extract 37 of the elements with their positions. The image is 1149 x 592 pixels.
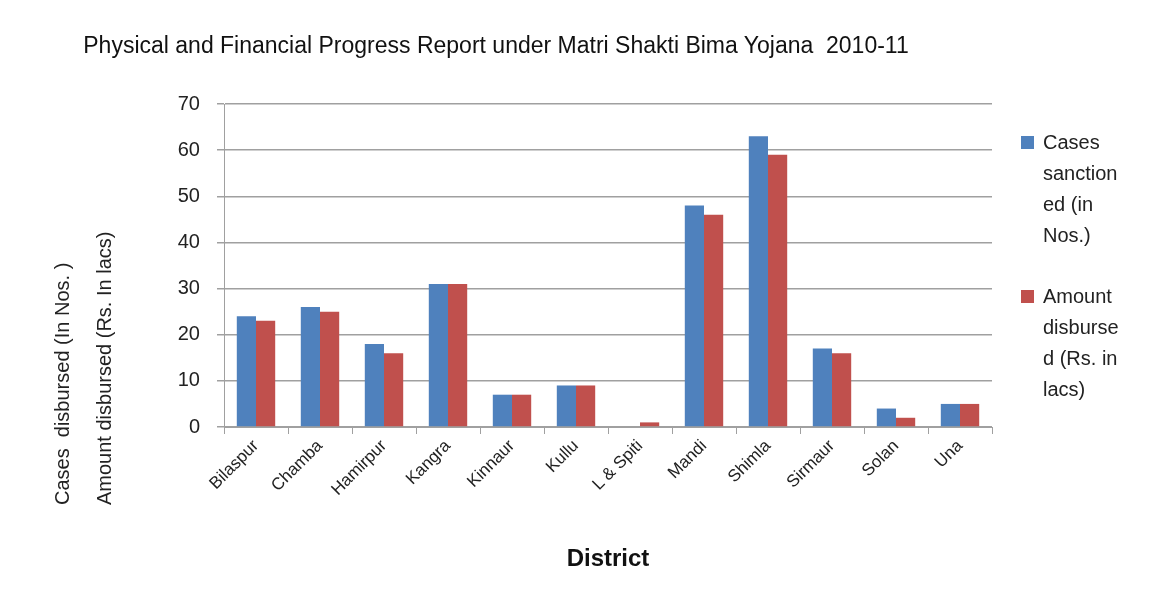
x-tick-label: Una (930, 435, 967, 472)
bar (812, 348, 832, 427)
bar (876, 408, 896, 427)
bar (704, 214, 724, 427)
y-tick-label: 50 (177, 183, 200, 206)
y-tick-label: 10 (177, 368, 200, 391)
bar (448, 283, 468, 427)
bar (384, 353, 404, 427)
y-tick-label: 40 (177, 229, 200, 252)
bar (640, 422, 660, 427)
bar (300, 307, 320, 427)
bar (428, 283, 448, 427)
bar (492, 394, 512, 427)
bar (576, 385, 596, 427)
bar (684, 205, 704, 427)
bar (512, 394, 532, 427)
bar (832, 353, 852, 427)
legend-label: Cases sanctioned (in Nos.) (1043, 130, 1119, 248)
bar (320, 311, 340, 427)
bar (556, 385, 576, 427)
x-axis-title: District (566, 544, 650, 572)
bar (940, 403, 960, 427)
y-axis-title: Cases disbursed (In Nos. ) Amount disbursed (Rs. In lacs) (50, 231, 115, 505)
bar (748, 136, 768, 427)
bar (960, 403, 980, 427)
bar (364, 343, 384, 427)
legend-label: Amount disbursed (Rs. in lacs) (1043, 284, 1120, 402)
bar (236, 316, 256, 427)
y-tick-label: 20 (177, 322, 200, 345)
chart-title: Physical and Financial Progress Report under Matri Shakti Bima Yojana 2010-11 (83, 32, 909, 59)
bar (896, 417, 916, 427)
y-tick-label: 30 (177, 276, 200, 299)
y-tick-label: 0 (188, 414, 200, 437)
y-tick-label: 60 (177, 137, 200, 160)
bar (256, 320, 276, 427)
y-tick-label: 70 (177, 91, 200, 114)
bar (768, 154, 788, 427)
